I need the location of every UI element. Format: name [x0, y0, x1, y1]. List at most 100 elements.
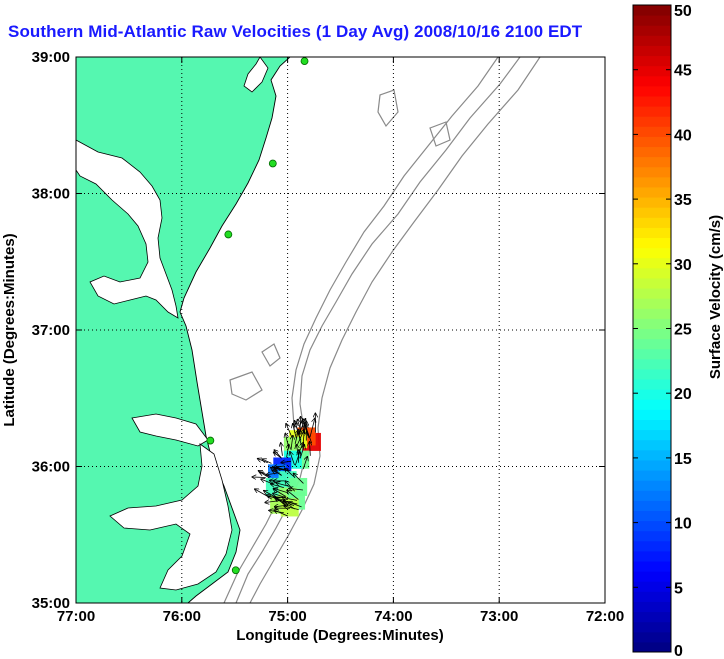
- colorbar-band: [633, 621, 671, 633]
- colorbar-tick-label: 20: [674, 386, 692, 403]
- velocity-arrow: [271, 484, 284, 488]
- colorbar-label: Surface Velocity (cm/s): [707, 215, 724, 379]
- colorbar-tick-label: 35: [674, 192, 692, 209]
- colorbar-band: [633, 500, 671, 511]
- velocity-arrow: [285, 468, 296, 478]
- colorbar-band: [633, 368, 671, 380]
- colorbar: [633, 5, 671, 653]
- albemarle-sound: [131, 413, 209, 447]
- colorbar-band: [633, 328, 671, 340]
- velocity-arrow: [284, 506, 299, 511]
- colorbar-band: [633, 156, 671, 168]
- velocity-arrow: [302, 457, 307, 470]
- velocity-arrow: [291, 436, 293, 451]
- pamlico-sound: [109, 443, 233, 591]
- colorbar-band: [633, 459, 671, 471]
- colorbar-band: [633, 247, 671, 259]
- colorbar-band: [633, 35, 671, 46]
- colorbar-band: [633, 116, 671, 127]
- velocity-arrow: [293, 474, 304, 484]
- x-tick-label: 73:00: [480, 608, 518, 625]
- colorbar-band: [633, 277, 671, 289]
- velocity-arrow: [273, 489, 286, 497]
- colorbar-band: [633, 126, 671, 137]
- colorbar-band: [633, 85, 671, 97]
- velocity-arrow: [293, 424, 297, 439]
- velocity-arrow: [285, 481, 296, 492]
- velocity-arrow: [297, 420, 303, 435]
- colorbar-band: [633, 237, 671, 249]
- colorbar-tick-label: 5: [674, 580, 683, 597]
- x-axis-label: Longitude (Degrees:Minutes): [236, 627, 444, 644]
- velocity-arrow: [309, 419, 315, 438]
- x-tick-label: 72:00: [586, 608, 624, 625]
- y-axis-label: Latitude (Degrees:Minutes): [1, 233, 18, 426]
- colorbar-tick-label: 50: [674, 3, 692, 20]
- colorbar-band: [633, 227, 671, 239]
- velocity-arrow: [271, 468, 282, 476]
- colorbar-band: [633, 338, 671, 350]
- colorbar-band: [633, 65, 671, 77]
- radar-site-marker: [268, 159, 277, 168]
- colorbar-band: [633, 308, 671, 319]
- velocity-arrow: [281, 443, 283, 456]
- velocity-arrow: [310, 442, 311, 456]
- colorbar-band: [633, 419, 671, 431]
- colorbar-tick-label: 10: [674, 516, 692, 533]
- colorbar-band: [633, 439, 671, 451]
- colorbar-band: [633, 217, 671, 228]
- colorbar-band: [633, 631, 671, 643]
- velocity-arrow: [258, 471, 271, 477]
- x-tick-label: 75:00: [268, 608, 306, 625]
- colorbar-band: [633, 55, 671, 67]
- colorbar-band: [633, 15, 671, 26]
- velocity-arrow: [297, 443, 303, 455]
- velocity-arrow: [288, 502, 302, 508]
- colorbar-band: [633, 480, 671, 491]
- velocity-arrow: [266, 473, 280, 475]
- colorbar-band: [633, 358, 671, 370]
- colorbar-band: [633, 257, 671, 269]
- velocity-vectors: [252, 413, 315, 517]
- colorbar-band: [633, 571, 671, 582]
- velocity-arrow: [258, 459, 268, 464]
- velocity-arrow: [281, 461, 292, 462]
- colorbar-band: [633, 389, 671, 400]
- velocity-arrow: [294, 430, 298, 444]
- colorbar-band: [633, 318, 671, 329]
- y-tick-label: 39:00: [32, 49, 70, 66]
- radar-site-marker: [300, 57, 309, 65]
- colorbar-band: [633, 399, 671, 410]
- colorbar-band: [633, 530, 671, 542]
- y-tick-label: 35:00: [32, 595, 70, 612]
- colorbar-band: [633, 510, 671, 522]
- velocity-arrow: [274, 510, 289, 517]
- x-tick-label: 74:00: [374, 608, 412, 625]
- velocity-arrow: [262, 459, 272, 464]
- colorbar-band: [633, 601, 671, 613]
- x-tick-label: 77:00: [57, 608, 95, 625]
- colorbar-band: [633, 197, 671, 208]
- chesapeake-bay: [76, 139, 179, 319]
- radar-sites: [206, 57, 309, 575]
- colorbar-tick-label: 45: [674, 63, 692, 80]
- colorbar-tick-label: 30: [674, 257, 692, 274]
- colorbar-band: [633, 45, 671, 57]
- colorbar-band: [633, 581, 671, 592]
- bathymetry-contours: [223, 57, 541, 603]
- colorbar-band: [633, 298, 671, 309]
- chart-title: Southern Mid-Atlantic Raw Velocities (1 …: [8, 22, 583, 41]
- colorbar-band: [633, 449, 671, 461]
- colorbar-band: [633, 136, 671, 148]
- colorbar-band: [633, 348, 671, 360]
- colorbar-band: [633, 106, 671, 117]
- colorbar-band: [633, 75, 671, 87]
- colorbar-band: [633, 550, 671, 562]
- radar-site-marker: [224, 230, 233, 239]
- colorbar-band: [633, 540, 671, 552]
- colorbar-band: [633, 288, 671, 299]
- colorbar-band: [633, 207, 671, 218]
- colorbar-band: [633, 470, 671, 481]
